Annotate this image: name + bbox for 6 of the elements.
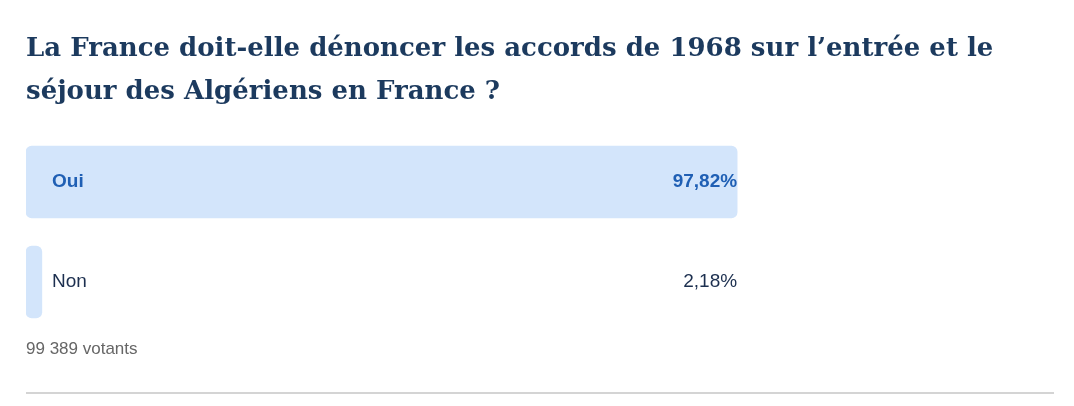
data-label: 2,18% — [683, 270, 738, 292]
text: 99 389 votants — [26, 339, 138, 359]
data-label: 97,82% — [672, 170, 738, 192]
chart-title: La France doit-elle dénoncer les accords de 1968 sur l’entrée et le séjour des Algériens en France ? — [26, 31, 995, 107]
y-tick-label: Non — [52, 270, 87, 292]
y-tick-label: Oui — [52, 170, 84, 192]
